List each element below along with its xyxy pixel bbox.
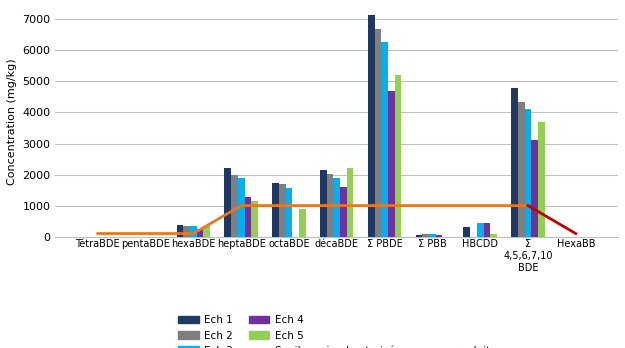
- Bar: [511, 88, 518, 237]
- Bar: [203, 226, 210, 237]
- Bar: [238, 178, 244, 237]
- Bar: [244, 197, 251, 237]
- Bar: [333, 178, 340, 237]
- Bar: [381, 42, 388, 237]
- Bar: [327, 174, 333, 237]
- Bar: [340, 187, 347, 237]
- Bar: [422, 235, 429, 237]
- Bar: [538, 122, 544, 237]
- Bar: [477, 223, 484, 237]
- Bar: [374, 29, 381, 237]
- Bar: [272, 183, 279, 237]
- Bar: [518, 102, 524, 237]
- Bar: [251, 201, 258, 237]
- Bar: [394, 75, 401, 237]
- Bar: [388, 92, 394, 237]
- Legend: Ech 1, Ech 2, Ech 3, Ech 4, Ech 5, Seuil maximal autorisé nouveaux produits: Ech 1, Ech 2, Ech 3, Ech 4, Ech 5, Seuil…: [178, 315, 496, 348]
- Bar: [231, 175, 238, 237]
- Bar: [299, 209, 306, 237]
- Bar: [416, 235, 422, 237]
- Bar: [320, 170, 327, 237]
- Bar: [197, 229, 203, 237]
- Bar: [436, 235, 442, 237]
- Bar: [190, 226, 197, 237]
- Bar: [490, 234, 497, 237]
- Y-axis label: Concentration (mg/kg): Concentration (mg/kg): [7, 58, 17, 185]
- Bar: [279, 184, 286, 237]
- Bar: [484, 223, 490, 237]
- Bar: [429, 234, 436, 237]
- Bar: [368, 15, 374, 237]
- Bar: [463, 227, 470, 237]
- Bar: [224, 168, 231, 237]
- Bar: [183, 227, 190, 237]
- Bar: [524, 109, 531, 237]
- Bar: [347, 168, 354, 237]
- Bar: [177, 225, 183, 237]
- Bar: [286, 188, 292, 237]
- Bar: [531, 140, 538, 237]
